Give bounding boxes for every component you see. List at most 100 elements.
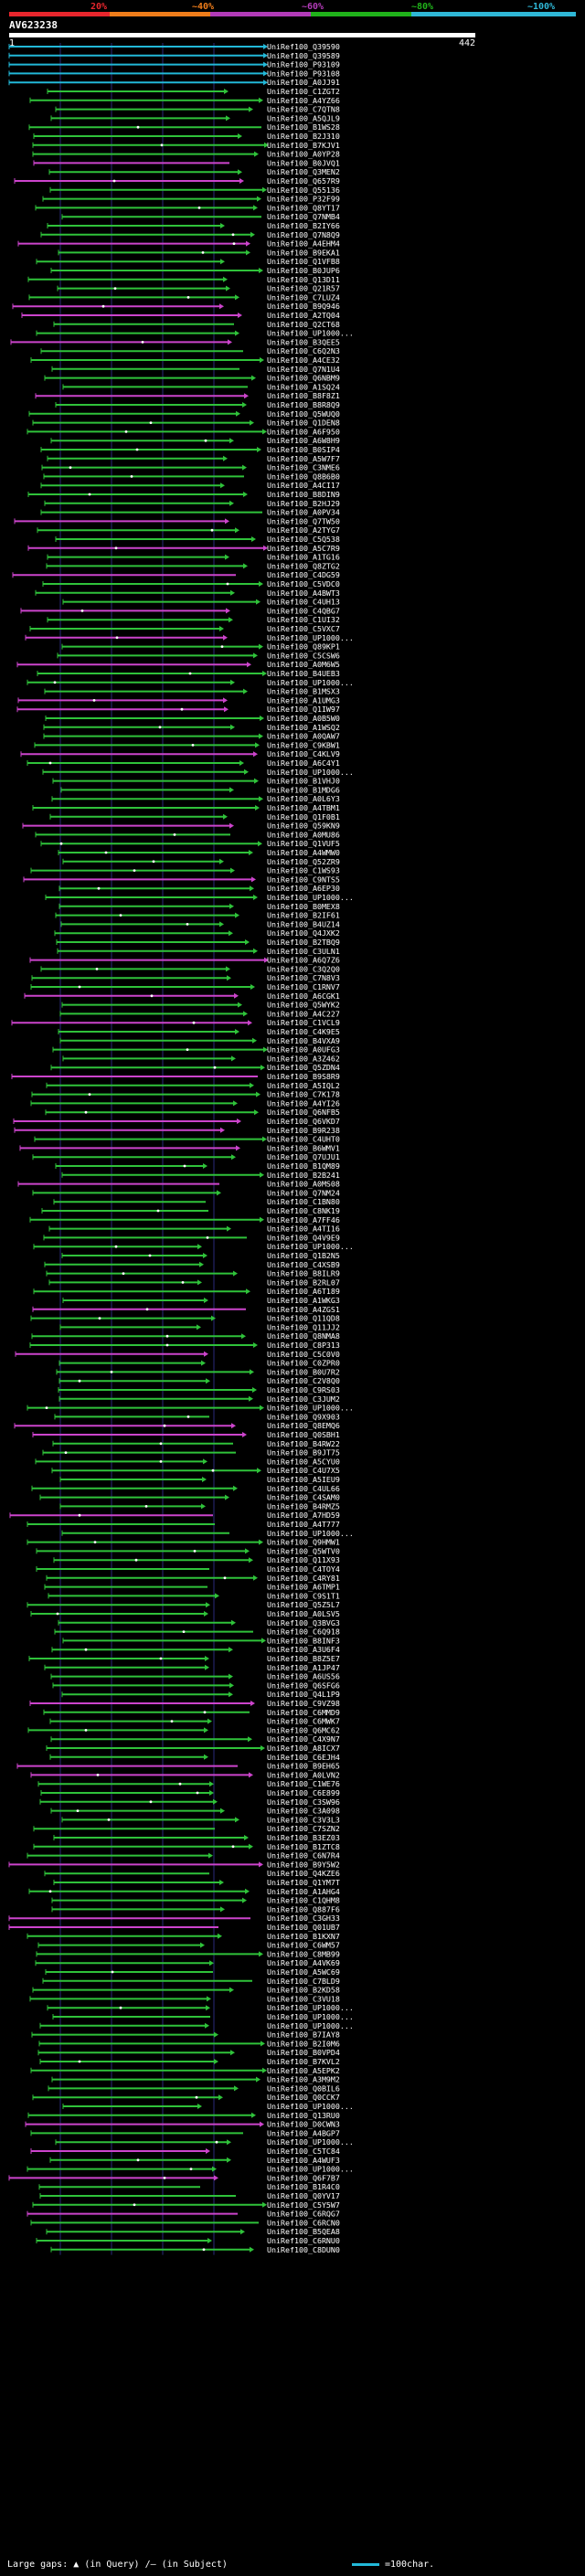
hit-label[interactable]: UniRef100_B4RMZ5 <box>267 1501 340 1511</box>
hit-label[interactable]: UniRef100_B0VPD4 <box>267 2048 340 2057</box>
hit-label[interactable]: UniRef100_A1WKG3 <box>267 1296 340 1305</box>
hit-label[interactable]: UniRef100_Q4JXK2 <box>267 928 340 938</box>
hit-label[interactable]: UniRef100_A1UMG3 <box>267 695 340 705</box>
hit-label[interactable]: UniRef100_B4VXA9 <box>267 1036 340 1045</box>
hit-label[interactable]: UniRef100_C3GH33 <box>267 1913 340 1923</box>
hit-label[interactable]: UniRef100_C0ZPR0 <box>267 1359 340 1368</box>
hit-label[interactable]: UniRef100_Q6SFG6 <box>267 1680 340 1690</box>
hit-label[interactable]: UniRef100_Q7TW50 <box>267 516 340 525</box>
hit-label[interactable]: UniRef100_B7KJV1 <box>267 141 340 150</box>
hit-label[interactable]: UniRef100_B8INF3 <box>267 1636 340 1645</box>
hit-label[interactable]: UniRef100_B9JT75 <box>267 1448 340 1458</box>
hit-label[interactable]: UniRef100_A0YP28 <box>267 150 340 159</box>
hit-label[interactable]: UniRef100_UP1000... <box>267 678 354 687</box>
hit-label[interactable]: UniRef100_A0M6W5 <box>267 660 340 669</box>
hit-label[interactable]: UniRef100_C4U7X5 <box>267 1466 340 1475</box>
hit-label[interactable]: UniRef100_C4DG59 <box>267 570 340 579</box>
hit-label[interactable]: UniRef100_C3V3L3 <box>267 1815 340 1824</box>
hit-label[interactable]: UniRef100_Q4V9E9 <box>267 1233 340 1242</box>
hit-label[interactable]: UniRef100_A4CI17 <box>267 481 340 490</box>
hit-label[interactable]: UniRef100_B1MDG6 <box>267 785 340 794</box>
hit-label[interactable]: UniRef100_Q13RU0 <box>267 2111 340 2120</box>
hit-label[interactable]: UniRef100_Q0CCK7 <box>267 2093 340 2102</box>
hit-label[interactable]: UniRef100_C6MWK7 <box>267 1717 340 1726</box>
hit-label[interactable]: UniRef100_A2TQ04 <box>267 311 340 320</box>
hit-label[interactable]: UniRef100_Q52ZR9 <box>267 857 340 866</box>
hit-label[interactable]: UniRef100_Q8YT17 <box>267 203 340 212</box>
hit-label[interactable]: UniRef100_C4QBG7 <box>267 606 340 615</box>
hit-label[interactable]: UniRef100_Q5WUQ0 <box>267 409 340 419</box>
hit-label[interactable]: UniRef100_A1SQ24 <box>267 382 340 391</box>
hit-label[interactable]: UniRef100_C7N8V3 <box>267 973 340 982</box>
hit-label[interactable]: UniRef100_C3ULN1 <box>267 947 340 956</box>
hit-label[interactable]: UniRef100_C6RQG7 <box>267 2210 340 2219</box>
hit-label[interactable]: UniRef100_Q1IW97 <box>267 705 340 714</box>
hit-label[interactable]: UniRef100_Q8EMQ6 <box>267 1421 340 1430</box>
hit-label[interactable]: UniRef100_Q1VUF5 <box>267 839 340 848</box>
hit-label[interactable]: UniRef100_C3NME6 <box>267 463 340 472</box>
hit-label[interactable]: UniRef100_A2TYG7 <box>267 525 340 535</box>
hit-label[interactable]: UniRef100_Q5WYK2 <box>267 1001 340 1010</box>
hit-label[interactable]: UniRef100_C7LUZ4 <box>267 292 340 302</box>
hit-label[interactable]: UniRef100_Q8B6B0 <box>267 472 340 481</box>
hit-label[interactable]: UniRef100_C9NTS5 <box>267 875 340 884</box>
hit-label[interactable]: UniRef100_A1JP47 <box>267 1663 340 1672</box>
hit-label[interactable]: UniRef100_B1QM89 <box>267 1161 340 1171</box>
hit-label[interactable]: UniRef100_C4X9N7 <box>267 1734 340 1744</box>
hit-label[interactable]: UniRef100_Q6F7B7 <box>267 2173 340 2182</box>
hit-label[interactable]: UniRef100_A6US56 <box>267 1672 340 1681</box>
hit-label[interactable]: UniRef100_C8DUN0 <box>267 2245 340 2254</box>
hit-label[interactable]: UniRef100_B6WMV1 <box>267 1143 340 1152</box>
hit-label[interactable]: UniRef100_C4UL66 <box>267 1484 340 1493</box>
hit-label[interactable]: UniRef100_P93109 <box>267 60 340 69</box>
hit-label[interactable]: UniRef100_UP1000... <box>267 2003 354 2012</box>
hit-label[interactable]: UniRef100_A5W7F7 <box>267 454 340 463</box>
hit-label[interactable]: UniRef100_Q7NM24 <box>267 1188 340 1197</box>
hit-label[interactable]: UniRef100_B5QEA8 <box>267 2227 340 2236</box>
hit-label[interactable]: UniRef100_UP1000... <box>267 893 354 902</box>
hit-label[interactable]: UniRef100_A4TI16 <box>267 1224 340 1234</box>
hit-label[interactable]: UniRef100_A4BGP7 <box>267 2128 340 2137</box>
hit-label[interactable]: UniRef100_Q13D11 <box>267 275 340 284</box>
hit-label[interactable]: UniRef100_Q01UB7 <box>267 1923 340 1932</box>
hit-label[interactable]: UniRef100_C3SW96 <box>267 1797 340 1807</box>
hit-label[interactable]: UniRef100_A4CE32 <box>267 355 340 365</box>
hit-label[interactable]: UniRef100_B1WS28 <box>267 122 340 132</box>
hit-label[interactable]: UniRef100_B7KVL2 <box>267 2057 340 2066</box>
hit-label[interactable]: UniRef100_C5Q538 <box>267 535 340 544</box>
hit-label[interactable]: UniRef100_A1WSQ2 <box>267 723 340 732</box>
hit-label[interactable]: UniRef100_B2TBQ9 <box>267 938 340 947</box>
hit-label[interactable]: UniRef100_Q3BVG3 <box>267 1618 340 1627</box>
hit-label[interactable]: UniRef100_C1UI32 <box>267 615 340 624</box>
hit-label[interactable]: UniRef100_B1VHJ0 <box>267 777 340 786</box>
hit-label[interactable]: UniRef100_Q0YV17 <box>267 2191 340 2200</box>
hit-label[interactable]: UniRef100_C6EJH4 <box>267 1753 340 1762</box>
hit-label[interactable]: UniRef100_Q39590 <box>267 42 340 51</box>
hit-label[interactable]: UniRef100_C1VCL9 <box>267 1018 340 1027</box>
hit-label[interactable]: UniRef100_C8MB99 <box>267 1949 340 1958</box>
hit-label[interactable]: UniRef100_C6WM57 <box>267 1941 340 1950</box>
hit-label[interactable]: UniRef100_A5C7R9 <box>267 544 340 553</box>
hit-label[interactable]: UniRef100_Q7UJU1 <box>267 1152 340 1161</box>
hit-label[interactable]: UniRef100_B2J310 <box>267 132 340 141</box>
hit-label[interactable]: UniRef100_A6T189 <box>267 1287 340 1296</box>
hit-label[interactable]: UniRef100_UP1000... <box>267 1242 354 1251</box>
hit-label[interactable]: UniRef100_C4KLV9 <box>267 749 340 758</box>
hit-label[interactable]: UniRef100_B9Y5W2 <box>267 1860 340 1869</box>
hit-label[interactable]: UniRef100_A5QJL9 <box>267 113 340 122</box>
hit-label[interactable]: UniRef100_A4TBM1 <box>267 803 340 812</box>
hit-label[interactable]: UniRef100_UP1000... <box>267 2165 354 2174</box>
hit-label[interactable]: UniRef100_B8DIN9 <box>267 490 340 499</box>
hit-label[interactable]: UniRef100_A4YZ66 <box>267 96 340 105</box>
hit-label[interactable]: UniRef100_A0L6Y3 <box>267 794 340 803</box>
hit-label[interactable]: UniRef100_B0JVQ1 <box>267 158 340 167</box>
hit-label[interactable]: UniRef100_A6TMP1 <box>267 1583 340 1592</box>
hit-label[interactable]: UniRef100_B2I0M6 <box>267 2039 340 2048</box>
hit-label[interactable]: UniRef100_B3QEE5 <box>267 337 340 346</box>
hit-label[interactable]: UniRef100_B8ILR9 <box>267 1269 340 1278</box>
hit-label[interactable]: UniRef100_Q6VKD7 <box>267 1117 340 1126</box>
hit-label[interactable]: UniRef100_A1TG16 <box>267 553 340 562</box>
hit-label[interactable]: UniRef100_Q39589 <box>267 51 340 60</box>
hit-label[interactable]: UniRef100_A5IEU9 <box>267 1475 340 1484</box>
hit-label[interactable]: UniRef100_A6Q7Z6 <box>267 956 340 965</box>
